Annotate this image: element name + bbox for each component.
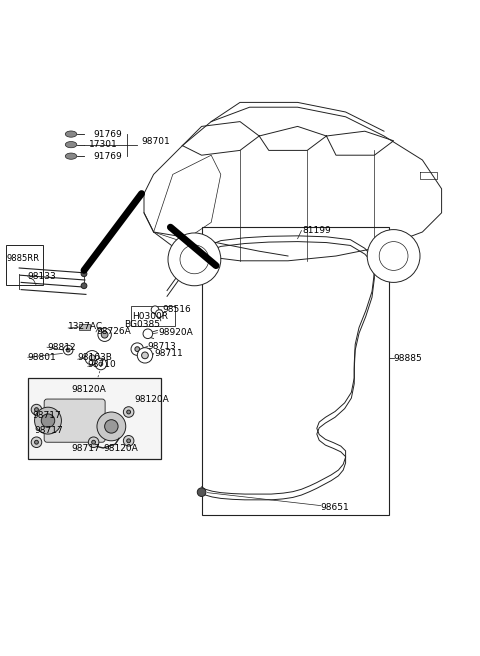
Text: 98812: 98812 [47,342,76,352]
Circle shape [35,407,38,411]
Ellipse shape [65,153,77,159]
Circle shape [97,412,126,441]
Text: 98516: 98516 [162,305,191,314]
Text: 17301: 17301 [89,140,118,149]
Bar [202,227,389,515]
Circle shape [81,271,87,277]
Circle shape [197,488,206,497]
Text: 98163B: 98163B [78,353,113,361]
Text: BG0385: BG0385 [124,319,160,329]
Text: 91769: 91769 [94,152,122,161]
Circle shape [180,245,209,274]
Circle shape [131,343,144,356]
FancyBboxPatch shape [44,399,105,442]
Ellipse shape [65,131,77,137]
Circle shape [142,352,148,359]
Text: 98120A: 98120A [71,385,106,394]
Circle shape [123,407,134,417]
Circle shape [85,350,99,365]
Ellipse shape [65,142,77,148]
Bar [28,378,161,459]
Circle shape [89,355,95,361]
Text: 98133: 98133 [28,272,57,281]
Text: 98710: 98710 [88,360,117,369]
Bar [6,245,43,285]
Circle shape [81,283,87,289]
Circle shape [143,329,153,338]
Text: 98713: 98713 [148,342,177,351]
Circle shape [35,407,61,434]
Bar [79,324,90,330]
Text: 98920A: 98920A [158,328,193,337]
Text: 98726A: 98726A [96,327,131,337]
Circle shape [99,362,103,366]
Circle shape [168,233,221,286]
Circle shape [123,436,134,446]
Bar [131,306,175,325]
Text: 98717: 98717 [34,426,63,435]
Text: 98711: 98711 [155,349,183,358]
Text: H0300R: H0300R [132,312,168,321]
Text: 98717: 98717 [71,445,100,453]
Text: 81199: 81199 [302,226,331,235]
Circle shape [41,414,55,427]
Text: 91769: 91769 [94,130,122,138]
Circle shape [151,306,159,314]
Circle shape [101,331,108,338]
Circle shape [98,328,111,341]
Circle shape [92,440,96,444]
Text: 98885: 98885 [394,354,422,363]
Circle shape [379,241,408,270]
Circle shape [31,404,42,415]
Circle shape [35,440,38,444]
Circle shape [135,347,140,352]
Circle shape [88,437,99,447]
Text: 98651: 98651 [321,504,349,512]
Circle shape [367,230,420,282]
Circle shape [105,420,118,433]
Text: 98120A: 98120A [103,445,138,453]
Circle shape [95,358,107,370]
Text: 98717: 98717 [33,411,61,420]
Circle shape [137,348,153,363]
Circle shape [127,439,131,443]
Circle shape [63,345,73,355]
Circle shape [66,348,70,352]
Text: 98701: 98701 [142,137,170,146]
Text: 9885RR: 9885RR [7,255,40,263]
Circle shape [31,437,42,447]
Text: 98801: 98801 [28,353,57,361]
Circle shape [127,410,131,414]
Circle shape [156,310,163,318]
Text: 1327AC: 1327AC [68,321,103,331]
Text: 98120A: 98120A [134,396,169,405]
